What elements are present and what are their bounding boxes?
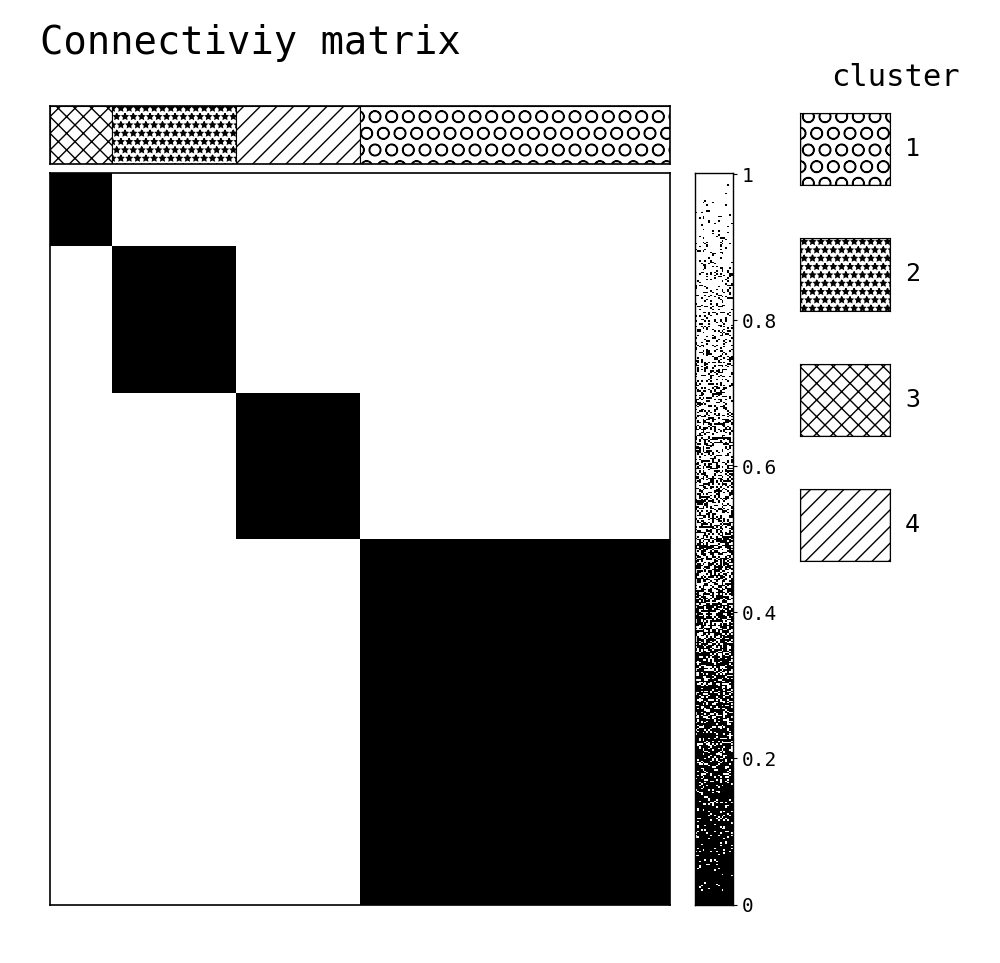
Text: cluster: cluster <box>831 63 959 91</box>
Text: Connectiviy matrix: Connectiviy matrix <box>40 24 461 62</box>
Text: 2: 2 <box>905 263 920 286</box>
Bar <box>236 106 360 164</box>
Text: 1: 1 <box>905 138 920 161</box>
Bar <box>50 106 112 164</box>
Bar <box>360 106 670 164</box>
Text: 4: 4 <box>905 513 920 536</box>
Text: 3: 3 <box>905 388 920 411</box>
Bar <box>112 106 236 164</box>
